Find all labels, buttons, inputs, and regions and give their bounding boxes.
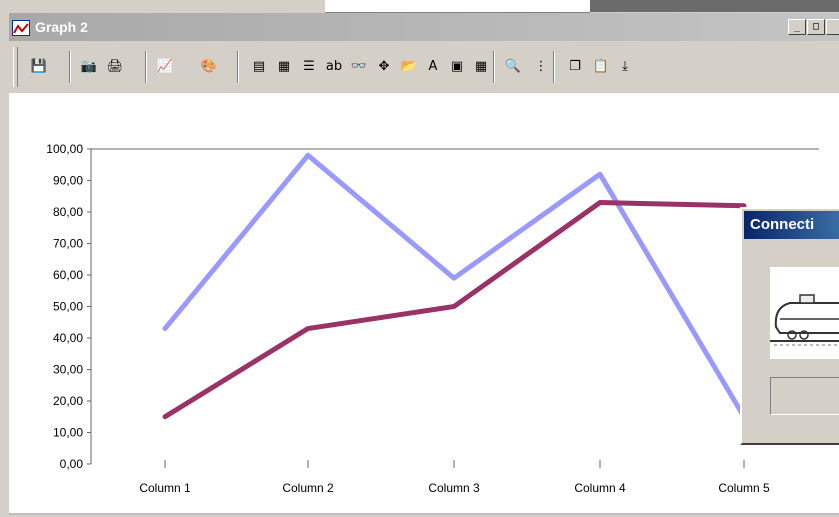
chart-type-icon[interactable]: 📈 bbox=[156, 58, 174, 74]
maximize-button[interactable]: □ bbox=[807, 19, 825, 35]
y-tick-label: 50,00 bbox=[53, 300, 83, 314]
camera-icon[interactable]: 📷 bbox=[80, 58, 98, 74]
print-icon[interactable]: 🖨 bbox=[106, 58, 124, 74]
dialog-title: Connecti bbox=[744, 211, 839, 239]
toolbar-separator bbox=[237, 51, 239, 83]
train-icon bbox=[770, 267, 839, 359]
line-chart: 0,00 10,00 20,00 30,00 40,00 50,00 60,00 70,00 8… bbox=[9, 142, 839, 515]
y-tick-label: 90,00 bbox=[53, 174, 83, 188]
open-icon[interactable]: 📂 bbox=[400, 58, 418, 74]
background-window-edge-dark bbox=[590, 0, 839, 12]
minimize-button[interactable]: _ bbox=[788, 19, 806, 35]
toolbar-grip[interactable] bbox=[13, 47, 18, 87]
label-icon[interactable]: ab bbox=[325, 58, 343, 74]
y-tick-label: 40,00 bbox=[53, 331, 83, 345]
paste-icon[interactable]: 📋 bbox=[592, 58, 610, 74]
y-tick-label: 80,00 bbox=[53, 205, 83, 219]
scroll-icon[interactable]: ⋮ bbox=[534, 58, 548, 74]
series-line-1 bbox=[162, 152, 747, 420]
data-sheet-icon[interactable]: ▤ bbox=[252, 58, 266, 74]
dialog-button[interactable] bbox=[770, 377, 839, 415]
save-icon[interactable]: 💾 bbox=[30, 58, 48, 74]
graph-toolbar: 💾 📷 🖨 📈 🎨 ▤ ▦ ☰ ab 👓 ✥ 📂 A ▣ ▦ 🔍 ⋮ ❐ 📋 ⤓ bbox=[9, 41, 839, 93]
toolbar-separator bbox=[69, 51, 71, 83]
y-tick-label: 10,00 bbox=[53, 426, 83, 440]
y-tick-label: 20,00 bbox=[53, 394, 83, 408]
grid-icon[interactable]: ▦ bbox=[474, 58, 488, 74]
export-icon[interactable]: ⤓ bbox=[622, 58, 628, 74]
copy-icon[interactable]: ❐ bbox=[569, 58, 581, 74]
fill-color-icon[interactable]: 🎨 bbox=[200, 58, 218, 74]
y-tick-label: 70,00 bbox=[53, 237, 83, 251]
table-icon[interactable]: ▦ bbox=[277, 58, 291, 74]
graph-app-icon bbox=[12, 20, 30, 36]
background-window-strip bbox=[0, 0, 839, 13]
x-tick-label: Column 2 bbox=[282, 481, 334, 495]
series-line-2 bbox=[162, 200, 747, 420]
chart-area: 0,00 10,00 20,00 30,00 40,00 50,00 60,00 70,00 8… bbox=[9, 93, 839, 515]
font-icon[interactable]: A bbox=[428, 58, 438, 74]
graph-window-titlebar[interactable]: Graph 2 _ □ bbox=[9, 13, 839, 41]
toolbar-separator bbox=[553, 51, 555, 83]
y-tick-label: 100,00 bbox=[46, 142, 83, 156]
x-tick-label: Column 3 bbox=[428, 481, 480, 495]
image-icon[interactable]: ▣ bbox=[450, 58, 464, 74]
y-tick-label: 0,00 bbox=[60, 457, 84, 471]
glasses-icon[interactable]: 👓 bbox=[350, 58, 368, 74]
toolbar-separator bbox=[493, 51, 495, 83]
x-tick-label: Column 1 bbox=[139, 481, 191, 495]
connection-dialog[interactable]: Connecti bbox=[740, 207, 839, 445]
window-title: Graph 2 bbox=[35, 19, 88, 35]
toolbar-separator bbox=[145, 51, 147, 83]
zoom-icon[interactable]: 🔍 bbox=[504, 58, 522, 74]
legend-icon[interactable]: ☰ bbox=[303, 58, 315, 74]
y-tick-label: 30,00 bbox=[53, 363, 83, 377]
background-window-edge bbox=[325, 0, 590, 13]
x-tick-label: Column 5 bbox=[718, 481, 770, 495]
close-button[interactable] bbox=[826, 19, 839, 35]
move-icon[interactable]: ✥ bbox=[378, 58, 390, 74]
x-tick-label: Column 4 bbox=[574, 481, 626, 495]
y-tick-label: 60,00 bbox=[53, 268, 83, 282]
